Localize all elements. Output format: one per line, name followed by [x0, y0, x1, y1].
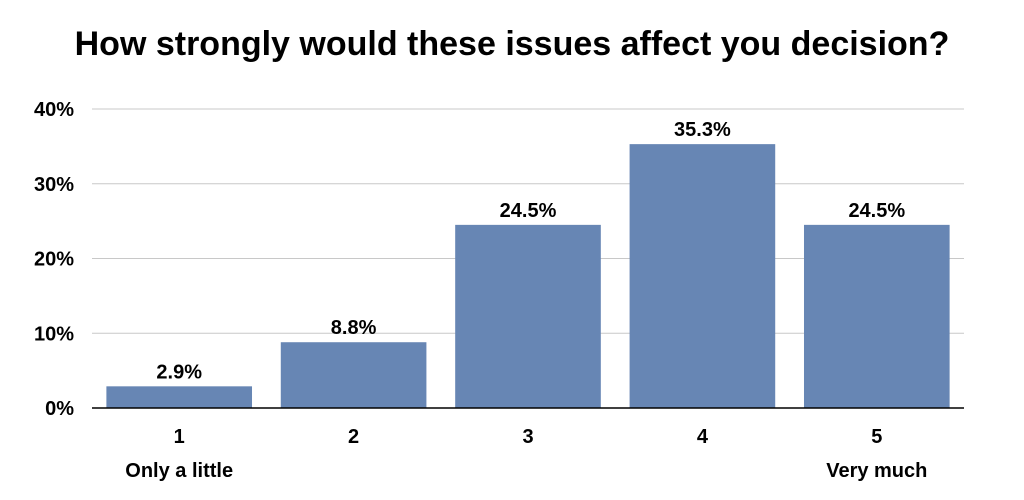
- annotation-only-a-little: Only a little: [125, 460, 233, 482]
- y-tick-label-10: 10%: [34, 323, 74, 345]
- bar-4: [629, 144, 776, 408]
- bar-5: [803, 224, 950, 408]
- y-axis-tick-labels: 0% 10% 20% 30% 40%: [34, 99, 74, 420]
- data-label-2: 8.8%: [331, 317, 377, 339]
- data-label-3: 24.5%: [500, 200, 557, 222]
- x-tick-label-3: 3: [522, 426, 533, 448]
- x-axis-tick-labels: 1 2 3 4 5: [174, 426, 883, 448]
- bar-1: [106, 386, 253, 408]
- x-tick-label-2: 2: [348, 426, 359, 448]
- bar-2: [280, 342, 427, 408]
- chart-title: How strongly would these issues affect y…: [74, 25, 950, 63]
- y-tick-label-40: 40%: [34, 99, 74, 121]
- annotation-very-much: Very much: [826, 460, 927, 482]
- data-label-1: 2.9%: [156, 361, 202, 383]
- y-tick-label-20: 20%: [34, 249, 74, 271]
- x-tick-label-1: 1: [174, 426, 185, 448]
- bar-3: [455, 224, 601, 408]
- x-tick-label-5: 5: [871, 426, 882, 448]
- bars: [106, 144, 950, 408]
- y-tick-label-0: 0%: [45, 398, 74, 420]
- data-labels: 2.9% 8.8% 24.5% 35.3% 24.5%: [156, 119, 905, 383]
- data-label-4: 35.3%: [674, 119, 731, 141]
- x-tick-label-4: 4: [697, 426, 709, 448]
- data-label-5: 24.5%: [848, 200, 905, 222]
- y-tick-label-30: 30%: [34, 174, 74, 196]
